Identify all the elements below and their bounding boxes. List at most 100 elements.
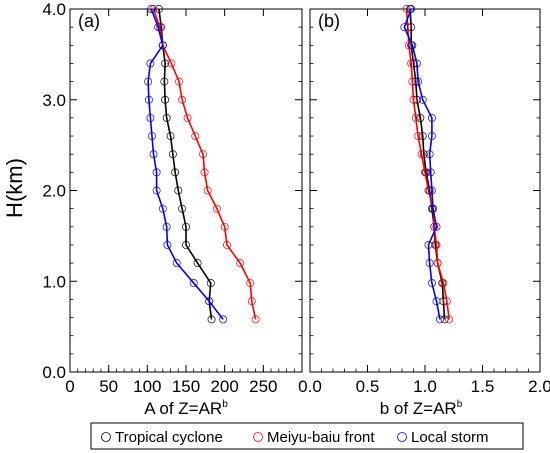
panel-label-a: (a) (78, 11, 100, 31)
legend-label-tropical-cyclone: Tropical cyclone (115, 429, 223, 446)
data-point-a-local-storm-3 (172, 259, 181, 268)
data-point-b-local-storm-7 (427, 186, 436, 195)
data-point-b-local-storm-15 (408, 41, 417, 50)
data-point-a-local-storm-2 (189, 279, 198, 288)
data-point-b-meiyu-baiu-front-1 (442, 297, 451, 306)
data-point-b-local-storm-6 (429, 204, 437, 213)
data-point-b-tropical-cyclone-0 (440, 315, 449, 324)
data-point-b-local-storm-0 (436, 315, 444, 324)
data-point-b-local-storm-17 (407, 5, 416, 13)
legend-box (90, 422, 524, 450)
data-point-b-local-storm-5 (432, 222, 441, 231)
data-point-b-tropical-cyclone-10 (418, 132, 427, 140)
x-tick-label-b-0: 0.0 (298, 377, 322, 396)
data-point-b-tropical-cyclone-11 (416, 113, 425, 122)
data-point-a-meiyu-baiu-front-3 (236, 259, 245, 268)
x-axis-title-b-sup: b (457, 399, 463, 410)
data-point-b-local-storm-10 (427, 132, 436, 140)
data-point-b-meiyu-baiu-front-9 (417, 150, 426, 159)
data-point-b-meiyu-baiu-front-12 (409, 95, 418, 104)
data-point-b-local-storm-14 (413, 59, 421, 68)
y-axis-title: H(km) (2, 158, 27, 218)
data-point-b-meiyu-baiu-front-3 (433, 259, 442, 268)
data-point-a-meiyu-baiu-front-7 (203, 186, 212, 195)
data-point-a-local-storm-1 (205, 297, 214, 306)
x-axis-title-b: b of Z=ARb (380, 399, 463, 418)
x-axis-title-a-sup: b (222, 399, 228, 410)
data-point-a-tropical-cyclone-14 (161, 59, 170, 68)
data-point-a-local-storm-13 (144, 77, 153, 86)
data-point-a-meiyu-baiu-front-4 (223, 240, 231, 249)
data-point-b-local-storm-9 (425, 150, 434, 159)
x-tick-label-b-4: 2.0 (528, 377, 550, 396)
data-point-a-local-storm-16 (154, 23, 163, 32)
data-point-b-meiyu-baiu-front-13 (408, 77, 417, 86)
data-point-b-meiyu-baiu-front-11 (411, 113, 420, 122)
data-point-a-meiyu-baiu-front-10 (191, 132, 200, 140)
data-point-a-local-storm-4 (163, 240, 172, 249)
data-point-b-local-storm-1 (432, 297, 441, 306)
data-point-b-meiyu-baiu-front-10 (414, 132, 423, 140)
data-point-a-tropical-cyclone-6 (178, 204, 187, 213)
data-point-b-meiyu-baiu-front-8 (421, 168, 429, 177)
x-axis-title-a-main: A of Z=AR (144, 399, 222, 418)
x-axis-title-a: A of Z=ARb (144, 399, 228, 418)
data-point-a-tropical-cyclone-5 (182, 222, 190, 231)
data-point-a-tropical-cyclone-2 (206, 279, 215, 288)
x-tick-label-a-3: 150 (172, 377, 200, 396)
data-point-a-local-storm-0 (219, 315, 228, 324)
data-point-b-meiyu-baiu-front-4 (432, 240, 441, 249)
series-a-meiyu-baiu-front (149, 5, 260, 324)
data-point-a-tropical-cyclone-0 (207, 315, 216, 324)
data-point-b-local-storm-11 (427, 113, 436, 122)
data-point-a-local-storm-9 (149, 150, 158, 159)
data-point-a-local-storm-7 (152, 186, 161, 195)
x-tick-label-a-0: 0 (65, 377, 74, 396)
data-point-a-tropical-cyclone-4 (182, 240, 190, 249)
legend-item-tropical-cyclone: Tropical cyclone (101, 429, 223, 446)
data-point-b-local-storm-3 (425, 259, 434, 268)
legend-marker-tropical-cyclone (101, 432, 111, 442)
data-point-a-tropical-cyclone-10 (166, 132, 175, 140)
data-point-a-meiyu-baiu-front-13 (175, 77, 183, 86)
series-line-a-tropical-cyclone (158, 8, 213, 320)
x-tick-label-a-1: 50 (99, 377, 118, 396)
x-tick-label-b-3: 1.5 (471, 377, 495, 396)
series-a-local-storm (144, 5, 228, 324)
data-point-a-meiyu-baiu-front-17 (149, 5, 158, 13)
x-tick-label-b-2: 1.0 (413, 377, 437, 396)
plot-frame-a (69, 8, 303, 373)
y-tick-label-2: 2.0 (42, 182, 66, 201)
data-point-a-meiyu-baiu-front-0 (251, 315, 260, 324)
legend-item-meiyu-baiu-front: Meiyu-baiu front (253, 429, 375, 446)
series-b-local-storm (400, 5, 444, 324)
data-point-a-meiyu-baiu-front-9 (199, 150, 207, 159)
data-point-a-local-storm-14 (146, 59, 155, 68)
data-point-a-tropical-cyclone-13 (160, 77, 169, 86)
y-tick-label-1: 1.0 (42, 272, 66, 291)
data-point-a-local-storm-8 (152, 168, 161, 177)
y-tick-label-3: 3.0 (42, 91, 66, 110)
x-axis-title-b-main: b of Z=AR (380, 399, 457, 418)
x-tick-label-a-5: 250 (249, 377, 277, 396)
data-point-a-meiyu-baiu-front-12 (178, 95, 187, 104)
data-point-b-meiyu-baiu-front-17 (402, 5, 411, 13)
legend-label-local-storm: Local storm (411, 429, 489, 446)
data-point-b-local-storm-2 (427, 279, 436, 288)
data-point-a-meiyu-baiu-front-1 (247, 297, 256, 306)
data-point-a-meiyu-baiu-front-8 (200, 168, 209, 177)
data-point-a-local-storm-17 (147, 5, 156, 13)
data-point-b-meiyu-baiu-front-0 (445, 315, 454, 324)
data-point-b-meiyu-baiu-front-14 (407, 59, 416, 68)
data-point-a-tropical-cyclone-17 (154, 5, 163, 13)
series-line-a-local-storm (147, 8, 224, 320)
data-point-a-tropical-cyclone-3 (193, 259, 202, 268)
data-point-a-meiyu-baiu-front-5 (220, 222, 229, 231)
panel-a: 0 50 100 150 200 250 0.0 1.0 2.0 3.0 4.0 (a) (42, 0, 303, 396)
data-point-a-local-storm-15 (158, 41, 167, 50)
data-point-a-tropical-cyclone-8 (171, 168, 180, 177)
series-b-meiyu-baiu-front (402, 5, 454, 324)
data-point-a-tropical-cyclone-9 (168, 150, 177, 159)
data-point-a-tropical-cyclone-7 (174, 186, 183, 195)
